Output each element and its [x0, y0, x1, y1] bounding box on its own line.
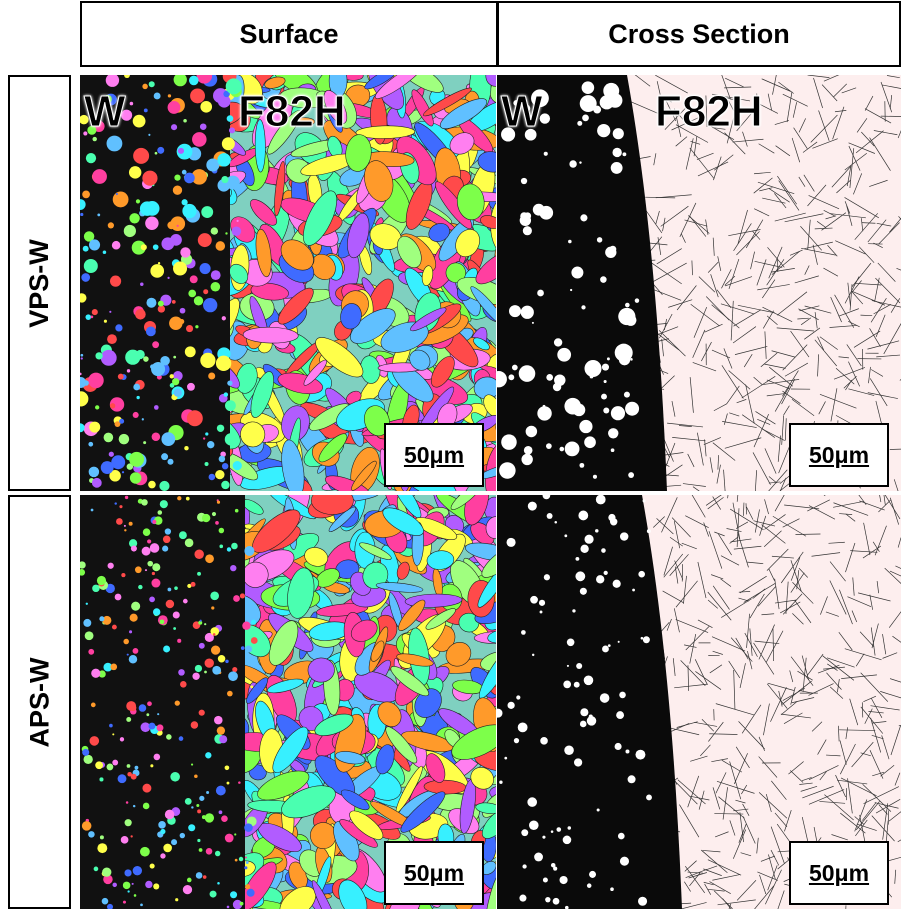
phase-label: W — [84, 87, 126, 137]
column-header: Cross Section — [497, 1, 901, 67]
scale-bar: 50μm — [384, 423, 484, 487]
scale-bar: 50μm — [384, 841, 484, 905]
scale-bar: 50μm — [789, 841, 889, 905]
column-header: Surface — [80, 1, 498, 67]
micrograph: W F82H 50μm — [497, 75, 901, 491]
figure: SurfaceCross Section VPS-W W F82H 50μm W F82H 5… — [0, 0, 901, 909]
row-label: APS-W — [24, 657, 55, 747]
micrograph: 50μm — [80, 495, 496, 909]
phase-label: W — [501, 87, 543, 137]
micrograph: 50μm — [497, 495, 901, 909]
scale-bar: 50μm — [789, 423, 889, 487]
phase-label: F82H — [238, 87, 346, 137]
row-label: VPS-W — [24, 239, 55, 328]
row-label-box: VPS-W — [8, 75, 71, 491]
row-label-box: APS-W — [8, 495, 71, 909]
micrograph: W F82H 50μm — [80, 75, 496, 491]
phase-label: F82H — [655, 87, 763, 137]
